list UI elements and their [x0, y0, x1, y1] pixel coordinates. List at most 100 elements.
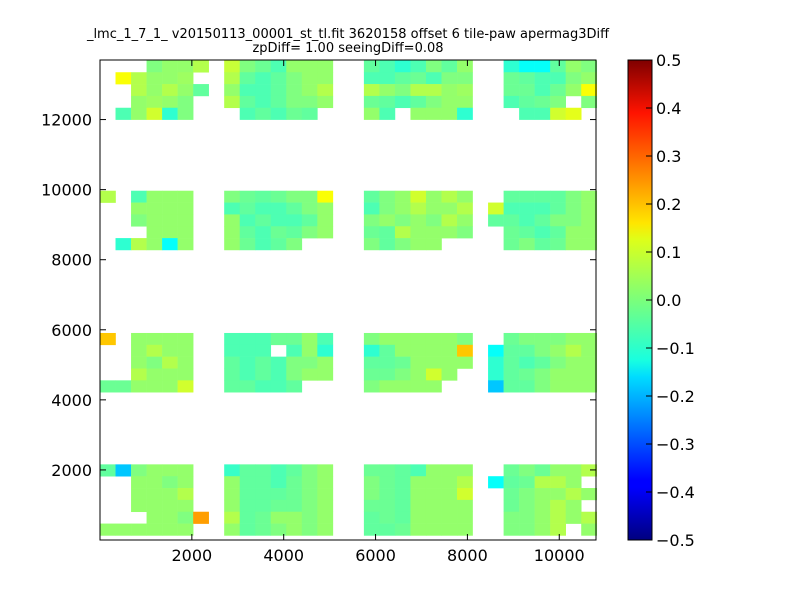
heatmap-cell	[394, 511, 411, 524]
heatmap-cell	[581, 238, 598, 251]
heatmap-cell	[550, 368, 566, 381]
heatmap-cell	[239, 60, 256, 73]
heatmap-cell	[177, 60, 194, 73]
heatmap-cell	[363, 226, 380, 239]
heatmap-cell	[301, 523, 318, 536]
heatmap-cell	[503, 202, 520, 215]
heatmap-cell	[379, 344, 396, 357]
heatmap-cell	[131, 523, 147, 536]
heatmap-cell	[425, 226, 442, 239]
heatmap-cell	[457, 356, 473, 369]
heatmap-cell	[410, 356, 427, 369]
heatmap-cell	[457, 488, 473, 501]
heatmap-cell	[270, 511, 287, 524]
heatmap-cell	[379, 190, 396, 203]
heatmap-cell	[534, 344, 551, 357]
heatmap-cell	[441, 488, 458, 501]
heatmap-cell	[177, 476, 194, 489]
heatmap-cell	[270, 368, 287, 381]
heatmap-cell	[193, 84, 209, 97]
heatmap-cell	[317, 523, 334, 536]
heatmap-cell	[519, 226, 535, 239]
heatmap-cell	[394, 72, 411, 85]
heatmap-cell	[301, 95, 318, 109]
heatmap-cell	[317, 511, 334, 524]
heatmap-cell	[457, 202, 473, 215]
heatmap-cell	[193, 511, 209, 524]
colorbar-tick-label: 0.5	[656, 51, 681, 70]
heatmap-cell	[363, 72, 380, 85]
heatmap-cell	[394, 60, 411, 73]
heatmap-cell	[581, 95, 598, 109]
heatmap-cell	[550, 72, 566, 85]
heatmap-cell	[457, 190, 473, 203]
heatmap-cell	[441, 332, 458, 346]
heatmap-cell	[239, 95, 256, 109]
heatmap-cell	[146, 380, 163, 393]
heatmap-cell	[224, 238, 240, 251]
heatmap-cell	[565, 476, 582, 489]
heatmap-cell	[177, 332, 194, 346]
heatmap-cell	[363, 214, 380, 227]
heatmap-cell	[270, 202, 287, 215]
heatmap-cell	[394, 488, 411, 501]
heatmap-cell	[565, 72, 582, 85]
heatmap-cell	[581, 368, 598, 381]
heatmap-cell	[286, 356, 303, 369]
heatmap-cell	[503, 356, 520, 369]
heatmap-cell	[162, 95, 178, 109]
heatmap-cell	[146, 344, 163, 357]
heatmap-cell	[503, 238, 520, 251]
heatmap-cell	[146, 464, 163, 477]
heatmap-cell	[519, 107, 535, 120]
heatmap-cell	[239, 226, 256, 239]
x-tick-label: 8000	[447, 546, 488, 565]
heatmap-cell	[270, 190, 287, 203]
heatmap-cell	[441, 214, 458, 227]
heatmap-cell	[301, 499, 318, 513]
heatmap-cell	[162, 84, 178, 97]
heatmap-cell	[177, 488, 194, 501]
heatmap-cell	[394, 356, 411, 369]
heatmap-cell	[581, 72, 598, 85]
heatmap-cell	[286, 476, 303, 489]
heatmap-cell	[131, 464, 147, 477]
heatmap-cell	[519, 214, 535, 227]
heatmap-cell	[519, 499, 535, 513]
colorbar-tick-label: 0.0	[656, 291, 681, 310]
heatmap-cell	[224, 95, 240, 109]
colorbar-tick-label: 0.3	[656, 147, 681, 166]
heatmap-cell	[519, 464, 535, 477]
heatmap-cell	[255, 368, 272, 381]
heatmap-cell	[394, 368, 411, 381]
heatmap-cell	[425, 238, 442, 251]
heatmap-cell	[317, 72, 334, 85]
heatmap-cell	[379, 488, 396, 501]
heatmap-cell	[534, 202, 551, 215]
heatmap-cell	[363, 60, 380, 73]
heatmap-cell	[379, 332, 396, 346]
heatmap-cell	[534, 72, 551, 85]
heatmap-cell	[457, 332, 473, 346]
y-axis: 2000 4000 6000 8000 10000 12000	[41, 111, 596, 480]
heatmap-cell	[162, 214, 178, 227]
heatmap-cell	[410, 332, 427, 346]
heatmap-cell	[534, 499, 551, 513]
heatmap-cell	[379, 72, 396, 85]
heatmap-cell	[581, 214, 598, 227]
heatmap-cell	[503, 380, 520, 393]
heatmap-cell	[131, 332, 147, 346]
heatmap-cell	[519, 95, 535, 109]
heatmap-cell	[177, 95, 194, 109]
heatmap-cell	[270, 107, 287, 120]
heatmap-cell	[239, 107, 256, 120]
heatmap-cell	[317, 464, 334, 477]
heatmap-cell	[441, 523, 458, 536]
heatmap-cell	[162, 499, 178, 513]
heatmap-cell	[286, 332, 303, 346]
heatmap-cell	[441, 356, 458, 369]
heatmap-cell	[425, 72, 442, 85]
heatmap-cell	[239, 368, 256, 381]
heatmap-cell	[270, 332, 287, 346]
heatmap-cell	[394, 226, 411, 239]
